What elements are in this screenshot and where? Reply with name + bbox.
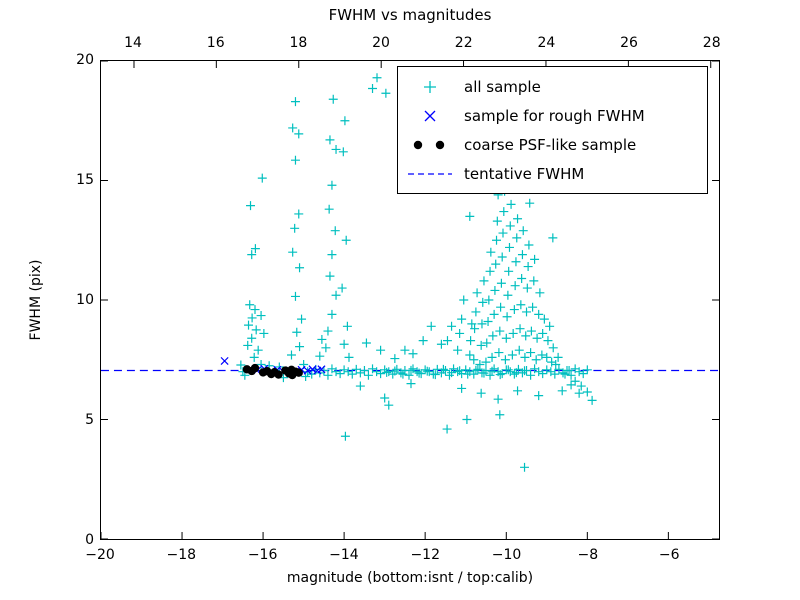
data-point <box>287 365 296 374</box>
series-all-sample <box>236 73 597 472</box>
dashed-line-icon <box>408 172 452 175</box>
legend: all sample sample for rough FWHM coarse … <box>397 66 708 194</box>
legend-entry-rough-fwhm: sample for rough FWHM <box>406 101 699 130</box>
y-tick-label: 20 <box>76 52 94 68</box>
dot-marker-glyph <box>435 140 445 149</box>
legend-entry-all-sample: all sample <box>406 72 699 101</box>
y-tick-label: 5 <box>85 412 94 428</box>
x-tick-label: −10 <box>491 547 522 563</box>
chart-title: FWHM vs magnitudes <box>328 6 492 24</box>
legend-entry-coarse-psf: coarse PSF-like sample <box>406 130 699 159</box>
x-axis-label: magnitude (bottom:isnt / top:calib) <box>286 570 534 586</box>
tick-marks <box>101 61 719 539</box>
x-tick-label: −6 <box>658 547 680 563</box>
top-tick-label: 18 <box>289 35 308 51</box>
top-tick-label: 28 <box>702 35 721 51</box>
data-point <box>250 363 260 373</box>
x-tick-label: −18 <box>166 547 197 563</box>
data-point <box>294 368 303 377</box>
top-tick-label: 24 <box>537 35 556 51</box>
plot-canvas <box>101 61 719 539</box>
top-tick-label: 14 <box>124 35 142 51</box>
plus-marker-glyph <box>424 80 436 93</box>
y-tick-label: 0 <box>85 532 94 548</box>
y-axis-label: FWHM (pix) <box>28 259 44 341</box>
top-tick-label: 22 <box>454 35 473 51</box>
plus-marker-icon <box>424 80 436 93</box>
y-tick-label: 15 <box>76 172 94 188</box>
x-tick-label: −20 <box>85 547 115 563</box>
y-tick-label: 10 <box>76 292 94 308</box>
top-tick-label: 26 <box>620 35 638 51</box>
dot-marker-glyph <box>413 140 423 149</box>
legend-label-coarse-psf: coarse PSF-like sample <box>464 135 637 154</box>
series-coarse-psf-sample <box>242 363 303 380</box>
x-tick-label: −12 <box>410 547 440 563</box>
legend-label-tentative-fwhm: tentative FWHM <box>464 164 585 183</box>
x-tick-label: −8 <box>577 547 599 563</box>
dot-marker-icon <box>413 140 445 149</box>
legend-label-rough-fwhm: sample for rough FWHM <box>464 106 645 125</box>
legend-entry-tentative-fwhm: tentative FWHM <box>406 159 699 188</box>
x-tick-label: −14 <box>329 547 359 563</box>
top-tick-label: 16 <box>206 35 225 51</box>
data-point <box>274 370 283 379</box>
top-tick-label: 20 <box>372 35 390 51</box>
legend-label-all-sample: all sample <box>464 77 541 96</box>
x-tick-label: −16 <box>247 547 278 563</box>
x-marker-glyph <box>424 110 436 121</box>
x-marker-icon <box>424 110 436 121</box>
